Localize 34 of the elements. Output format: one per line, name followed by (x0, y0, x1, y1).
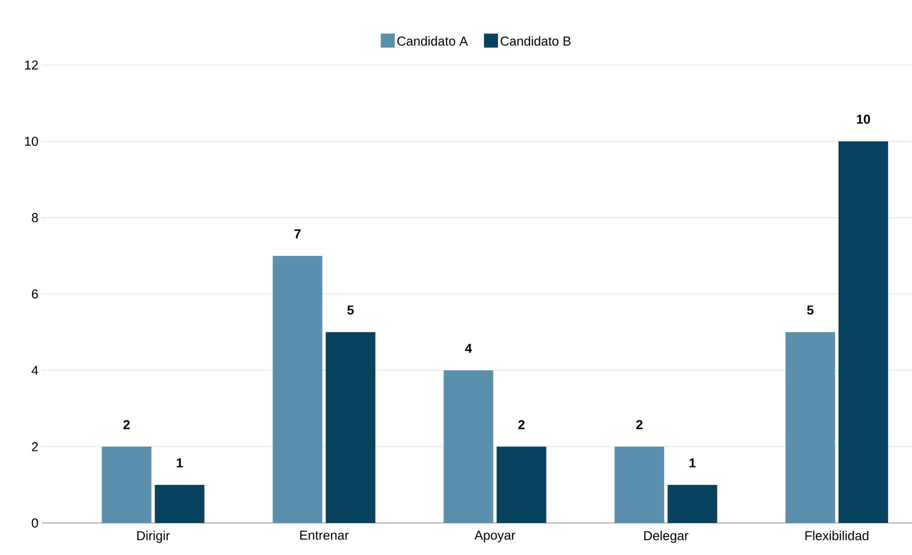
y-tick-label: 6 (32, 289, 38, 299)
bar (154, 484, 204, 523)
x-tick-label: Entrenar (300, 530, 349, 540)
y-tick-label: 10 (25, 136, 38, 146)
bar (102, 446, 152, 523)
legend-label: Candidato B (500, 36, 571, 46)
y-tick-label: 4 (32, 366, 38, 375)
bar (496, 446, 546, 523)
x-tick-label: Dirigir (137, 530, 170, 543)
x-tick-label: Apoyar (474, 530, 516, 542)
bar (326, 332, 376, 523)
bar (838, 141, 888, 523)
bar (786, 332, 836, 523)
x-tick-label: Delegar (644, 530, 688, 543)
data-label: 5 (807, 306, 814, 315)
y-tick-label: 12 (25, 60, 38, 70)
data-label: 2 (518, 420, 525, 430)
data-label: 7 (294, 229, 301, 238)
data-label: 10 (856, 114, 870, 124)
y-tick-label: 8 (32, 213, 38, 222)
data-label: 5 (347, 306, 354, 315)
x-tick-label: Flexibilidad (805, 530, 868, 540)
bar (668, 484, 718, 523)
data-label: 4 (465, 344, 472, 353)
legend-label: Candidato A (397, 36, 468, 46)
data-label: 2 (636, 420, 642, 430)
data-label: 2 (123, 420, 130, 430)
y-tick-label: 0 (32, 518, 38, 528)
y-tick-label: 2 (32, 442, 38, 452)
data-label: 1 (176, 458, 183, 468)
bar (444, 370, 494, 523)
bar (614, 446, 664, 523)
bar (272, 256, 322, 523)
data-label: 1 (690, 458, 696, 468)
